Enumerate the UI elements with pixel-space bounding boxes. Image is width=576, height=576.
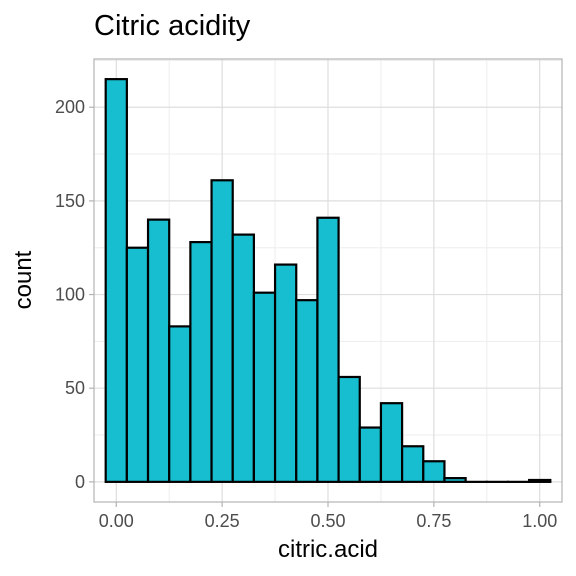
x-tick-label: 0.25	[205, 511, 240, 531]
histogram-bar	[528, 478, 552, 483]
chart-title: Citric acidity	[94, 10, 251, 42]
histogram-bar	[422, 460, 446, 483]
histogram-bar	[295, 299, 319, 483]
x-tick-label: 1.00	[522, 511, 557, 531]
histogram-bar	[168, 325, 192, 483]
histogram-bar	[125, 246, 150, 483]
histogram-bar	[104, 78, 128, 483]
histogram-bar	[379, 402, 404, 483]
y-tick-label: 150	[55, 191, 85, 211]
x-tick-label: 0.00	[99, 511, 134, 531]
histogram-bar	[252, 291, 277, 483]
histogram-bar	[273, 263, 298, 483]
histogram-bar	[210, 179, 234, 483]
histogram-bar	[401, 445, 425, 483]
histogram-bar	[189, 241, 213, 483]
histogram-bar	[316, 216, 340, 483]
y-tick-label: 50	[65, 378, 85, 398]
x-tick-label: 0.75	[416, 511, 451, 531]
x-axis-label: citric.acid	[277, 536, 379, 563]
histogram-bar	[337, 375, 361, 483]
y-axis-label: count	[10, 250, 37, 310]
histogram-bar	[358, 426, 383, 483]
y-tick-label: 0	[75, 472, 85, 492]
y-tick-label: 200	[55, 97, 85, 117]
y-tick-label: 100	[55, 285, 85, 305]
x-tick-label: 0.50	[310, 511, 345, 531]
histogram-bar	[146, 218, 171, 483]
histogram-bar	[443, 477, 467, 483]
histogram-bar	[231, 233, 255, 483]
